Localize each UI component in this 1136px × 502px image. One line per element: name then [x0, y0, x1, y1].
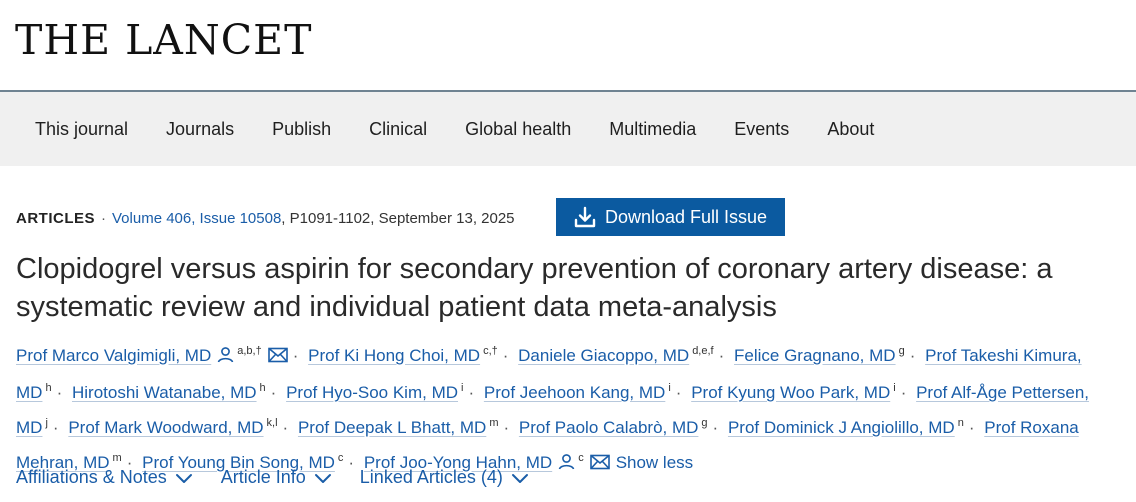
author-list: Prof Marco Valgimigli, MD a,b,† · Prof Ki …: [16, 336, 1128, 480]
affiliation-superscript: h: [259, 382, 266, 394]
affiliation-superscript: c,†: [483, 345, 498, 357]
author-link[interactable]: Prof Ki Hong Choi, MD: [308, 346, 481, 365]
author-separator: ·: [468, 383, 475, 402]
author-link[interactable]: Prof Mark Woodward, MD: [68, 418, 264, 437]
pages-date: , P1091-1102, September 13, 2025: [281, 210, 515, 227]
nav-item-this-journal[interactable]: This journal: [35, 118, 129, 139]
main-nav: This journal Journals Publish Clinical Globa…: [0, 92, 1136, 166]
author-separator: ·: [909, 346, 916, 365]
author-link[interactable]: Prof Deepak L Bhatt, MD: [297, 418, 487, 437]
affiliation-superscript: j: [45, 417, 48, 429]
chevron-down-icon: [503, 472, 529, 484]
author-link[interactable]: Prof Roxana Mehran, MD: [16, 418, 1079, 472]
author-separator: ·: [900, 383, 907, 402]
author-separator: ·: [503, 418, 510, 437]
author-separator: ·: [270, 383, 277, 402]
author-link[interactable]: Prof Paolo Calabrò, MD: [518, 418, 699, 437]
nav-item-about[interactable]: About: [827, 118, 875, 139]
author-separator: ·: [968, 418, 975, 437]
author-separator: ·: [52, 418, 59, 437]
volume-issue-link[interactable]: Volume 406, Issue 10508: [112, 210, 282, 227]
author-link[interactable]: Prof Kyung Woo Park, MD: [691, 383, 891, 402]
affiliation-superscript: m: [112, 452, 122, 464]
author-link[interactable]: Prof Joo-Yong Hahn, MD: [363, 453, 553, 472]
author-link[interactable]: Prof Takeshi Kimura, MD: [16, 346, 1082, 402]
affiliation-superscript: g: [898, 345, 905, 357]
nav-item-journals[interactable]: Journals: [166, 118, 235, 139]
affiliation-superscript: k,l: [266, 417, 278, 429]
person-icon[interactable]: [558, 450, 575, 480]
author-link[interactable]: Prof Alf-Åge Pettersen, MD: [16, 383, 1090, 437]
affiliation-superscript: n: [957, 417, 964, 429]
article-meta: ARTICLES · Volume 406, Issue 10508, P1091-…: [16, 210, 515, 227]
tab-label: Affiliations & Notes: [16, 467, 167, 487]
brand-bar: THE LANCET: [0, 0, 1136, 92]
mail-icon[interactable]: [589, 450, 610, 480]
author-separator: ·: [712, 418, 719, 437]
author-separator: ·: [126, 453, 133, 472]
article-type: ARTICLES: [16, 210, 95, 227]
tab-linked-articles-4[interactable]: Linked Articles (4): [360, 467, 529, 488]
nav-item-multimedia[interactable]: Multimedia: [609, 118, 697, 139]
affiliation-superscript: i: [461, 382, 464, 394]
affiliation-superscript: i: [668, 382, 671, 394]
author-link[interactable]: Prof Young Bin Song, MD: [142, 453, 335, 472]
author-separator: ·: [292, 346, 299, 365]
download-label: Download Full Issue: [604, 206, 768, 227]
person-icon[interactable]: [217, 343, 234, 373]
affiliation-superscript: d,e,f: [692, 345, 714, 357]
tab-affiliations-notes[interactable]: Affiliations & Notes: [16, 467, 193, 488]
meta-separator: ·: [101, 210, 106, 227]
show-less-link[interactable]: Show less: [615, 453, 694, 472]
tab-label: Linked Articles (4): [359, 467, 503, 487]
author-link[interactable]: Felice Gragnano, MD: [734, 346, 896, 365]
nav-item-clinical[interactable]: Clinical: [369, 118, 428, 139]
tab-label: Article Info: [220, 467, 306, 487]
mail-icon[interactable]: [267, 343, 288, 373]
author-separator: ·: [348, 453, 355, 472]
affiliation-superscript: a,b,†: [237, 345, 262, 357]
author-separator: ·: [282, 418, 289, 437]
author-separator: ·: [56, 383, 63, 402]
tab-article-info[interactable]: Article Info: [221, 467, 332, 488]
chevron-down-icon: [306, 472, 332, 484]
download-icon: [574, 206, 596, 228]
author-link[interactable]: Prof Dominick J Angiolillo, MD: [727, 418, 955, 437]
author-link[interactable]: Prof Marco Valgimigli, MD: [16, 346, 212, 365]
affiliation-superscript: h: [45, 382, 52, 394]
nav-item-global-health[interactable]: Global health: [465, 118, 572, 139]
download-full-issue-button[interactable]: Download Full Issue: [556, 198, 785, 236]
author-link[interactable]: Prof Hyo-Soo Kim, MD: [286, 383, 459, 402]
author-separator: ·: [502, 346, 509, 365]
affiliation-superscript: i: [893, 382, 896, 394]
author-link[interactable]: Prof Jeehoon Kang, MD: [483, 383, 666, 402]
author-link[interactable]: Hirotoshi Watanabe, MD: [71, 383, 257, 402]
article-title: Clopidogrel versus aspirin for secondary…: [16, 253, 1053, 323]
lancet-logo[interactable]: THE LANCET: [15, 16, 313, 64]
author-link[interactable]: Daniele Giacoppo, MD: [518, 346, 690, 365]
nav-item-publish[interactable]: Publish: [272, 118, 332, 139]
affiliation-superscript: c: [578, 452, 584, 464]
chevron-down-icon: [167, 472, 193, 484]
affiliation-superscript: m: [489, 417, 499, 429]
author-separator: ·: [675, 383, 682, 402]
affiliation-superscript: c: [337, 452, 344, 464]
article-tabs: Affiliations & Notes Article Info Linked A…: [16, 467, 557, 488]
author-separator: ·: [718, 346, 725, 365]
nav-item-events[interactable]: Events: [734, 118, 790, 139]
affiliation-superscript: g: [701, 417, 708, 429]
